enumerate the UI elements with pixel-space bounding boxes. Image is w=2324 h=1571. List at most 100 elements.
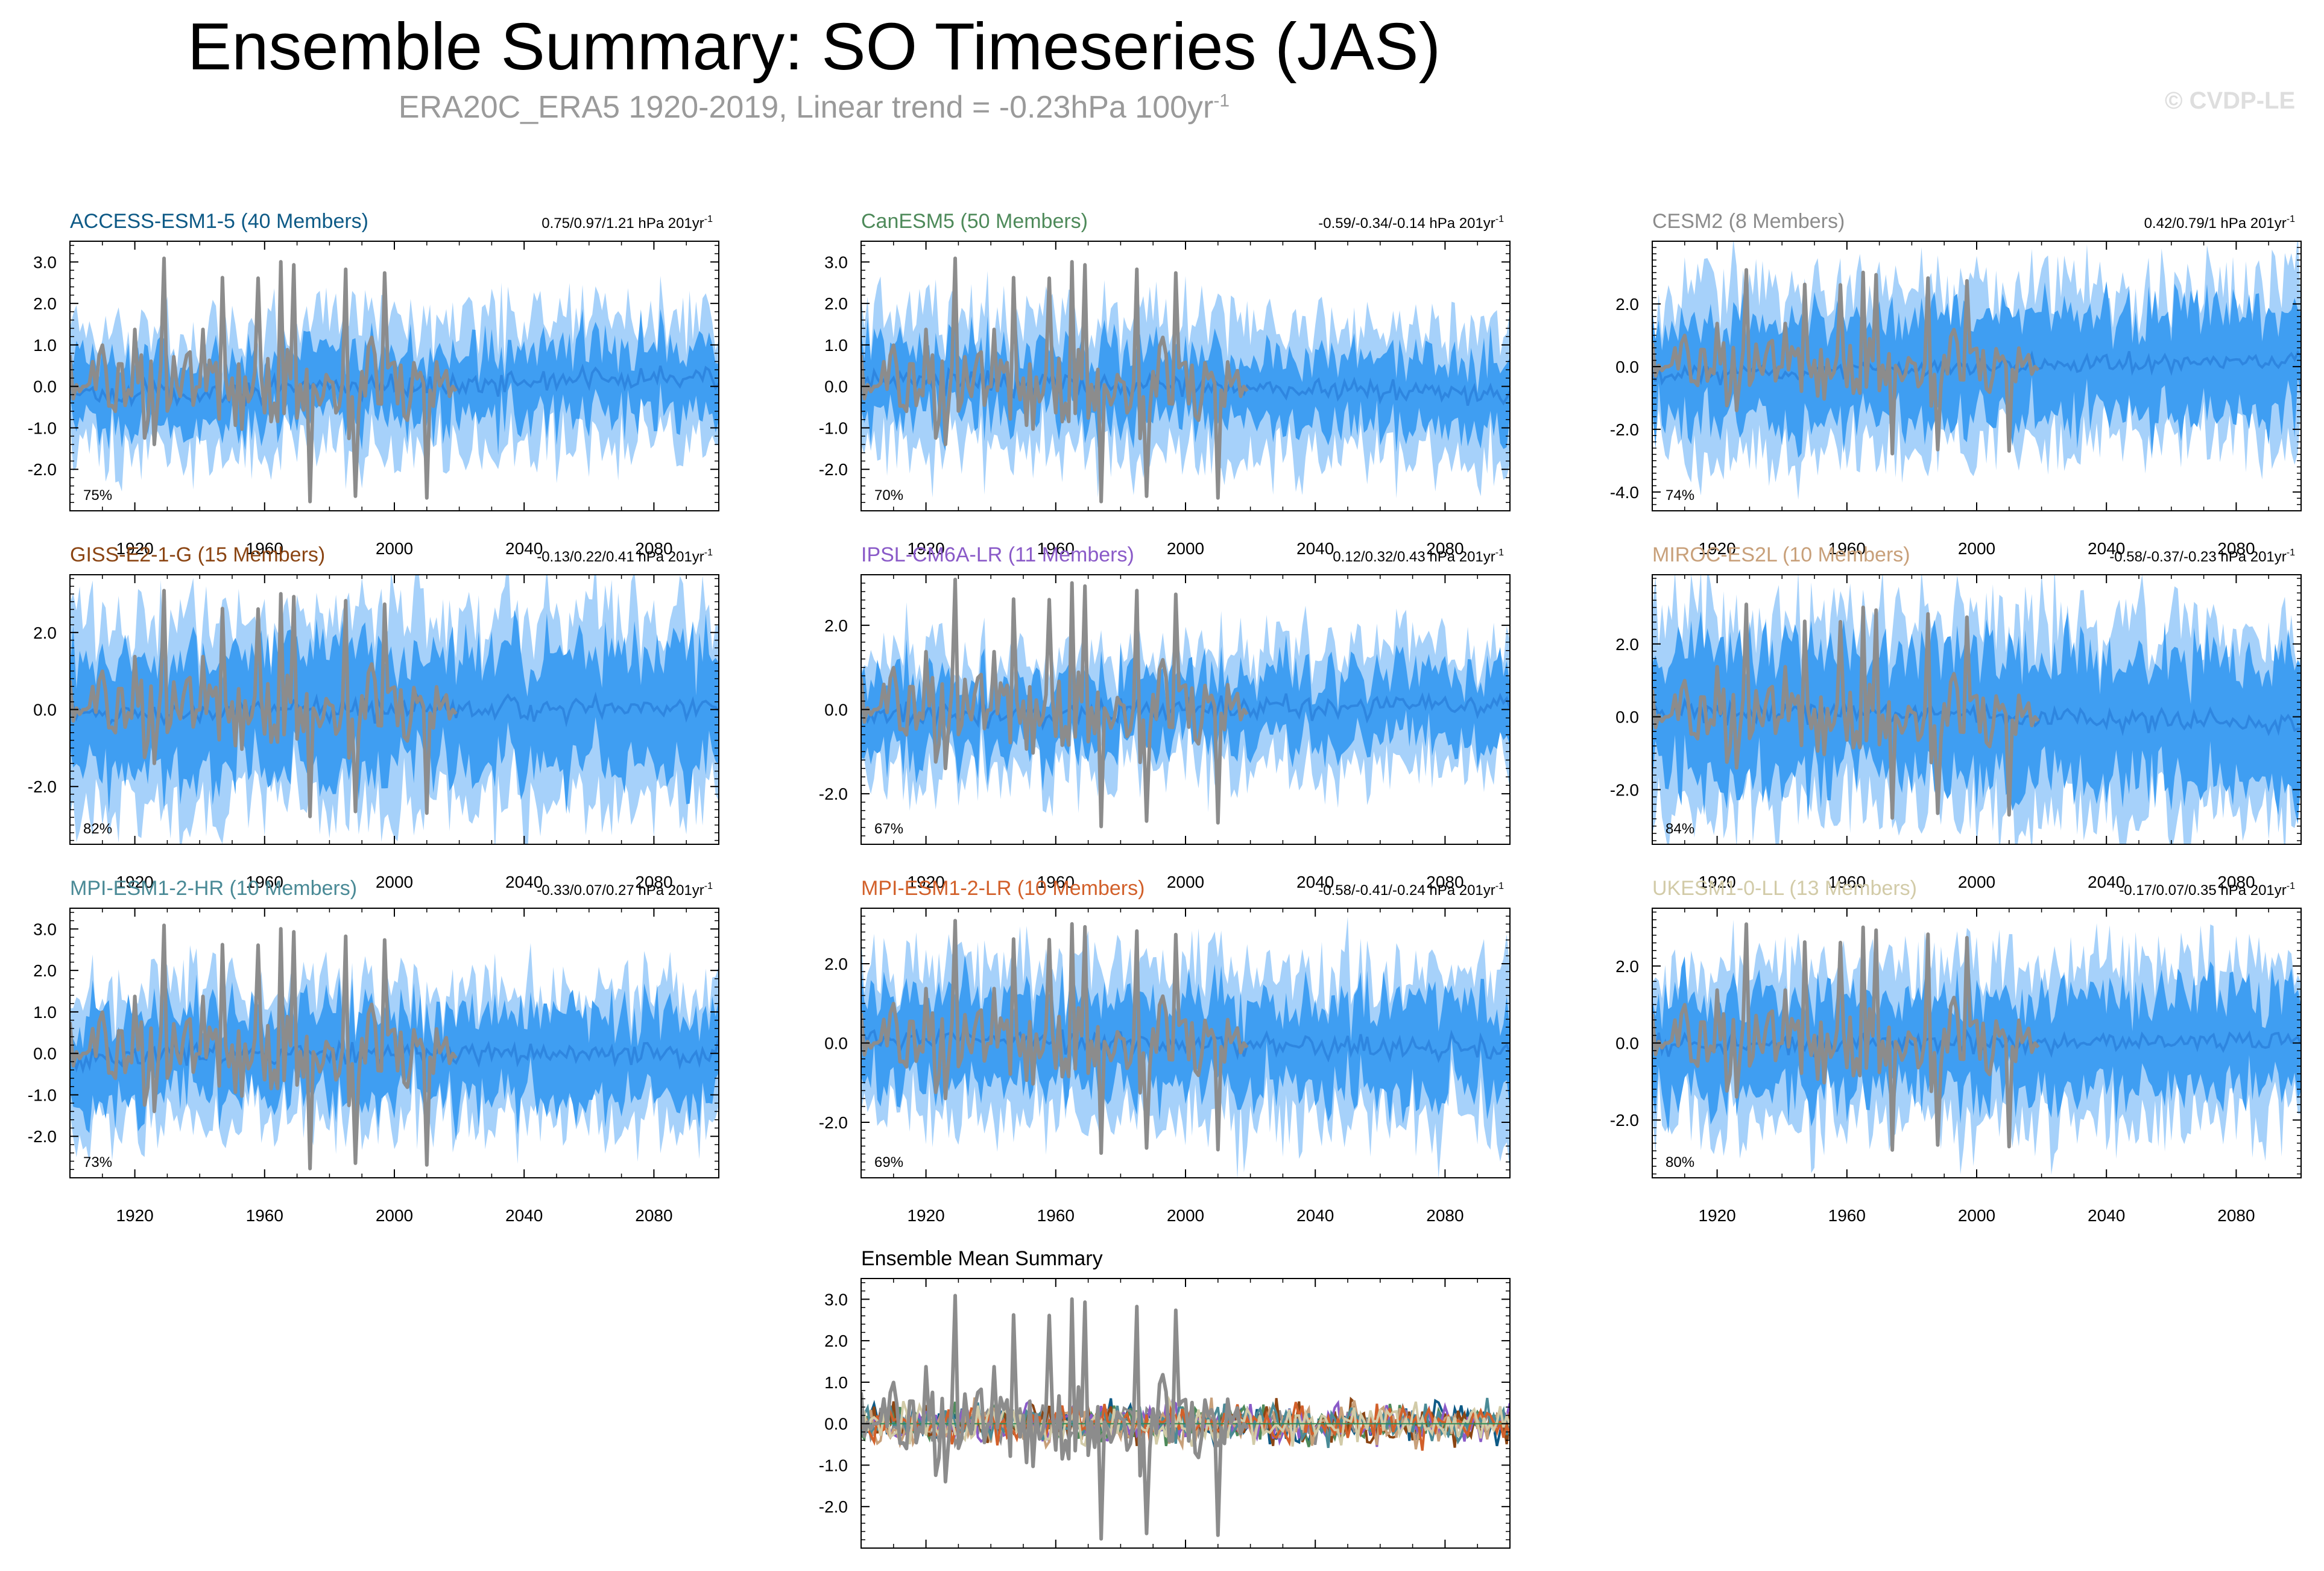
- x-tick-label: 2080: [635, 539, 672, 558]
- x-tick-label: 2000: [1167, 1206, 1204, 1225]
- chart-panel-2: CanESM5 (50 Members) -0.59/-0.34/-0.14 hP…: [819, 210, 1511, 558]
- subtitle-text: ERA20C_ERA5 1920-2019, Linear trend = -0…: [398, 90, 1214, 125]
- ensemble-mean-line: [70, 363, 719, 408]
- x-tick-label: 1920: [1698, 873, 1735, 891]
- y-tick-label: 3.0: [33, 920, 57, 938]
- y-tick-label: -1.0: [819, 1456, 848, 1475]
- y-tick-label: 2.0: [824, 955, 848, 973]
- x-tick-label: 1960: [1828, 873, 1866, 891]
- y-tick-label: -2.0: [819, 1113, 848, 1132]
- observations-line: [70, 256, 458, 504]
- y-tick-label: 2.0: [33, 961, 57, 980]
- trend-label: -0.13/0.22/0.41 hPa 201yr-1: [537, 548, 713, 565]
- y-tick-label: -1.0: [28, 419, 57, 437]
- x-tick-label: 2080: [1426, 1206, 1464, 1225]
- y-tick-label: -2.0: [1610, 1111, 1639, 1130]
- x-tick-label: 1960: [1037, 873, 1075, 891]
- y-tick-label: 2.0: [1615, 957, 1639, 976]
- x-tick-label: 2000: [376, 539, 413, 558]
- plot-area: [861, 577, 1510, 829]
- ensemble-mean-line: [1652, 697, 2301, 736]
- y-tick-label: 0.0: [1615, 708, 1639, 727]
- observations-line: [861, 577, 1249, 829]
- y-tick-label: 0.0: [33, 701, 57, 719]
- x-tick-label: 1960: [1037, 539, 1075, 558]
- trend-label: 0.12/0.32/0.43 hPa 201yr-1: [1333, 548, 1504, 565]
- x-tick-label: 1920: [1698, 539, 1735, 558]
- x-tick-label: 2000: [1958, 539, 1995, 558]
- trend-label: -0.58/-0.37/-0.23 hPa 201yr-1: [2109, 548, 2295, 565]
- y-tick-label: 1.0: [824, 336, 848, 355]
- plot-area: [1652, 241, 2301, 500]
- x-tick-label: 2040: [2088, 539, 2125, 558]
- x-tick-label: 2000: [1167, 539, 1204, 558]
- y-tick-label: 1.0: [33, 336, 57, 355]
- percent-label: 80%: [1666, 1154, 1694, 1171]
- y-tick-label: -2.0: [1610, 420, 1639, 439]
- percent-label: 70%: [874, 487, 903, 504]
- x-tick-label: 2040: [1296, 1206, 1334, 1225]
- trend-label: -0.17/0.07/0.35 hPa 201yr-1: [2119, 881, 2295, 899]
- inner-spread-band: [70, 974, 719, 1141]
- y-tick-label: -2.0: [28, 1127, 57, 1146]
- trend-superscript: -1: [704, 214, 713, 224]
- subtitle-superscript: -1: [1213, 90, 1230, 111]
- percent-label: 69%: [874, 1154, 903, 1171]
- trend-superscript: -1: [704, 548, 713, 558]
- x-tick-label: 2040: [2088, 1206, 2125, 1225]
- percent-label: 73%: [83, 1154, 112, 1171]
- inner-spread-band: [861, 634, 1510, 791]
- y-tick-label: 1.0: [33, 1003, 57, 1022]
- y-tick-label: 2.0: [824, 616, 848, 635]
- x-tick-label: 2080: [2217, 539, 2255, 558]
- chart-panel-1: ACCESS-ESM1-5 (40 Members) 0.75/0.97/1.21…: [28, 210, 719, 558]
- x-tick-label: 1960: [246, 873, 283, 891]
- x-tick-label: 2000: [1958, 873, 1995, 891]
- inner-spread-band: [1652, 281, 2301, 458]
- x-tick-label: 2040: [1296, 539, 1334, 558]
- observations-line: [1652, 922, 2040, 1152]
- x-tick-label: 1920: [907, 873, 944, 891]
- chart-title: MPI-ESM1-2-HR (10 Members): [70, 877, 357, 900]
- y-tick-label: -2.0: [819, 785, 848, 803]
- x-tick-label: 1960: [246, 1206, 283, 1225]
- x-tick-label: 2080: [2217, 873, 2255, 891]
- x-tick-label: 1920: [116, 539, 153, 558]
- y-tick-label: -2.0: [28, 460, 57, 479]
- chart-title: ACCESS-ESM1-5 (40 Members): [70, 210, 368, 233]
- y-tick-label: -2.0: [819, 1497, 848, 1516]
- observations-line: [861, 1294, 1249, 1541]
- y-tick-label: 2.0: [1615, 295, 1639, 314]
- y-tick-label: 0.0: [1615, 1034, 1639, 1053]
- trend-superscript: -1: [1495, 548, 1504, 558]
- chart-panel-9: UKESM1-0-LL (13 Members) -0.17/0.07/0.35 …: [1610, 877, 2302, 1225]
- ensemble-mean-line: [861, 1020, 1510, 1063]
- observations-line: [861, 256, 1249, 504]
- main-title: Ensemble Summary: SO Timeseries (JAS): [187, 10, 1441, 84]
- trend-label: -0.59/-0.34/-0.14 hPa 201yr-1: [1318, 214, 1504, 232]
- plot-area: [1652, 575, 2301, 844]
- plot-area: [70, 256, 719, 504]
- plot-area: [861, 1294, 1510, 1541]
- x-tick-label: 2000: [376, 873, 413, 891]
- x-tick-label: 2040: [505, 873, 543, 891]
- percent-label: 75%: [83, 487, 112, 504]
- y-tick-label: 0.0: [824, 1034, 848, 1053]
- x-tick-label: 2000: [1167, 873, 1204, 891]
- plot-area: [861, 256, 1510, 504]
- observations-line: [1652, 602, 2040, 820]
- x-tick-label: 1960: [1828, 1206, 1866, 1225]
- x-tick-label: 2040: [505, 539, 543, 558]
- observations-line: [861, 918, 1249, 1155]
- observations-line: [70, 923, 458, 1171]
- chart-title: CESM2 (8 Members): [1652, 210, 1845, 233]
- chart-panel-4: GISS-E2-1-G (15 Members) -0.13/0.22/0.41 …: [28, 543, 719, 891]
- y-tick-label: 2.0: [824, 294, 848, 313]
- y-tick-label: 0.0: [33, 378, 57, 396]
- x-tick-label: 1920: [116, 873, 153, 891]
- observations-line: [70, 589, 458, 818]
- x-tick-label: 2080: [635, 873, 672, 891]
- trend-label: 0.75/0.97/1.21 hPa 201yr-1: [542, 214, 713, 232]
- y-tick-label: 2.0: [1615, 635, 1639, 654]
